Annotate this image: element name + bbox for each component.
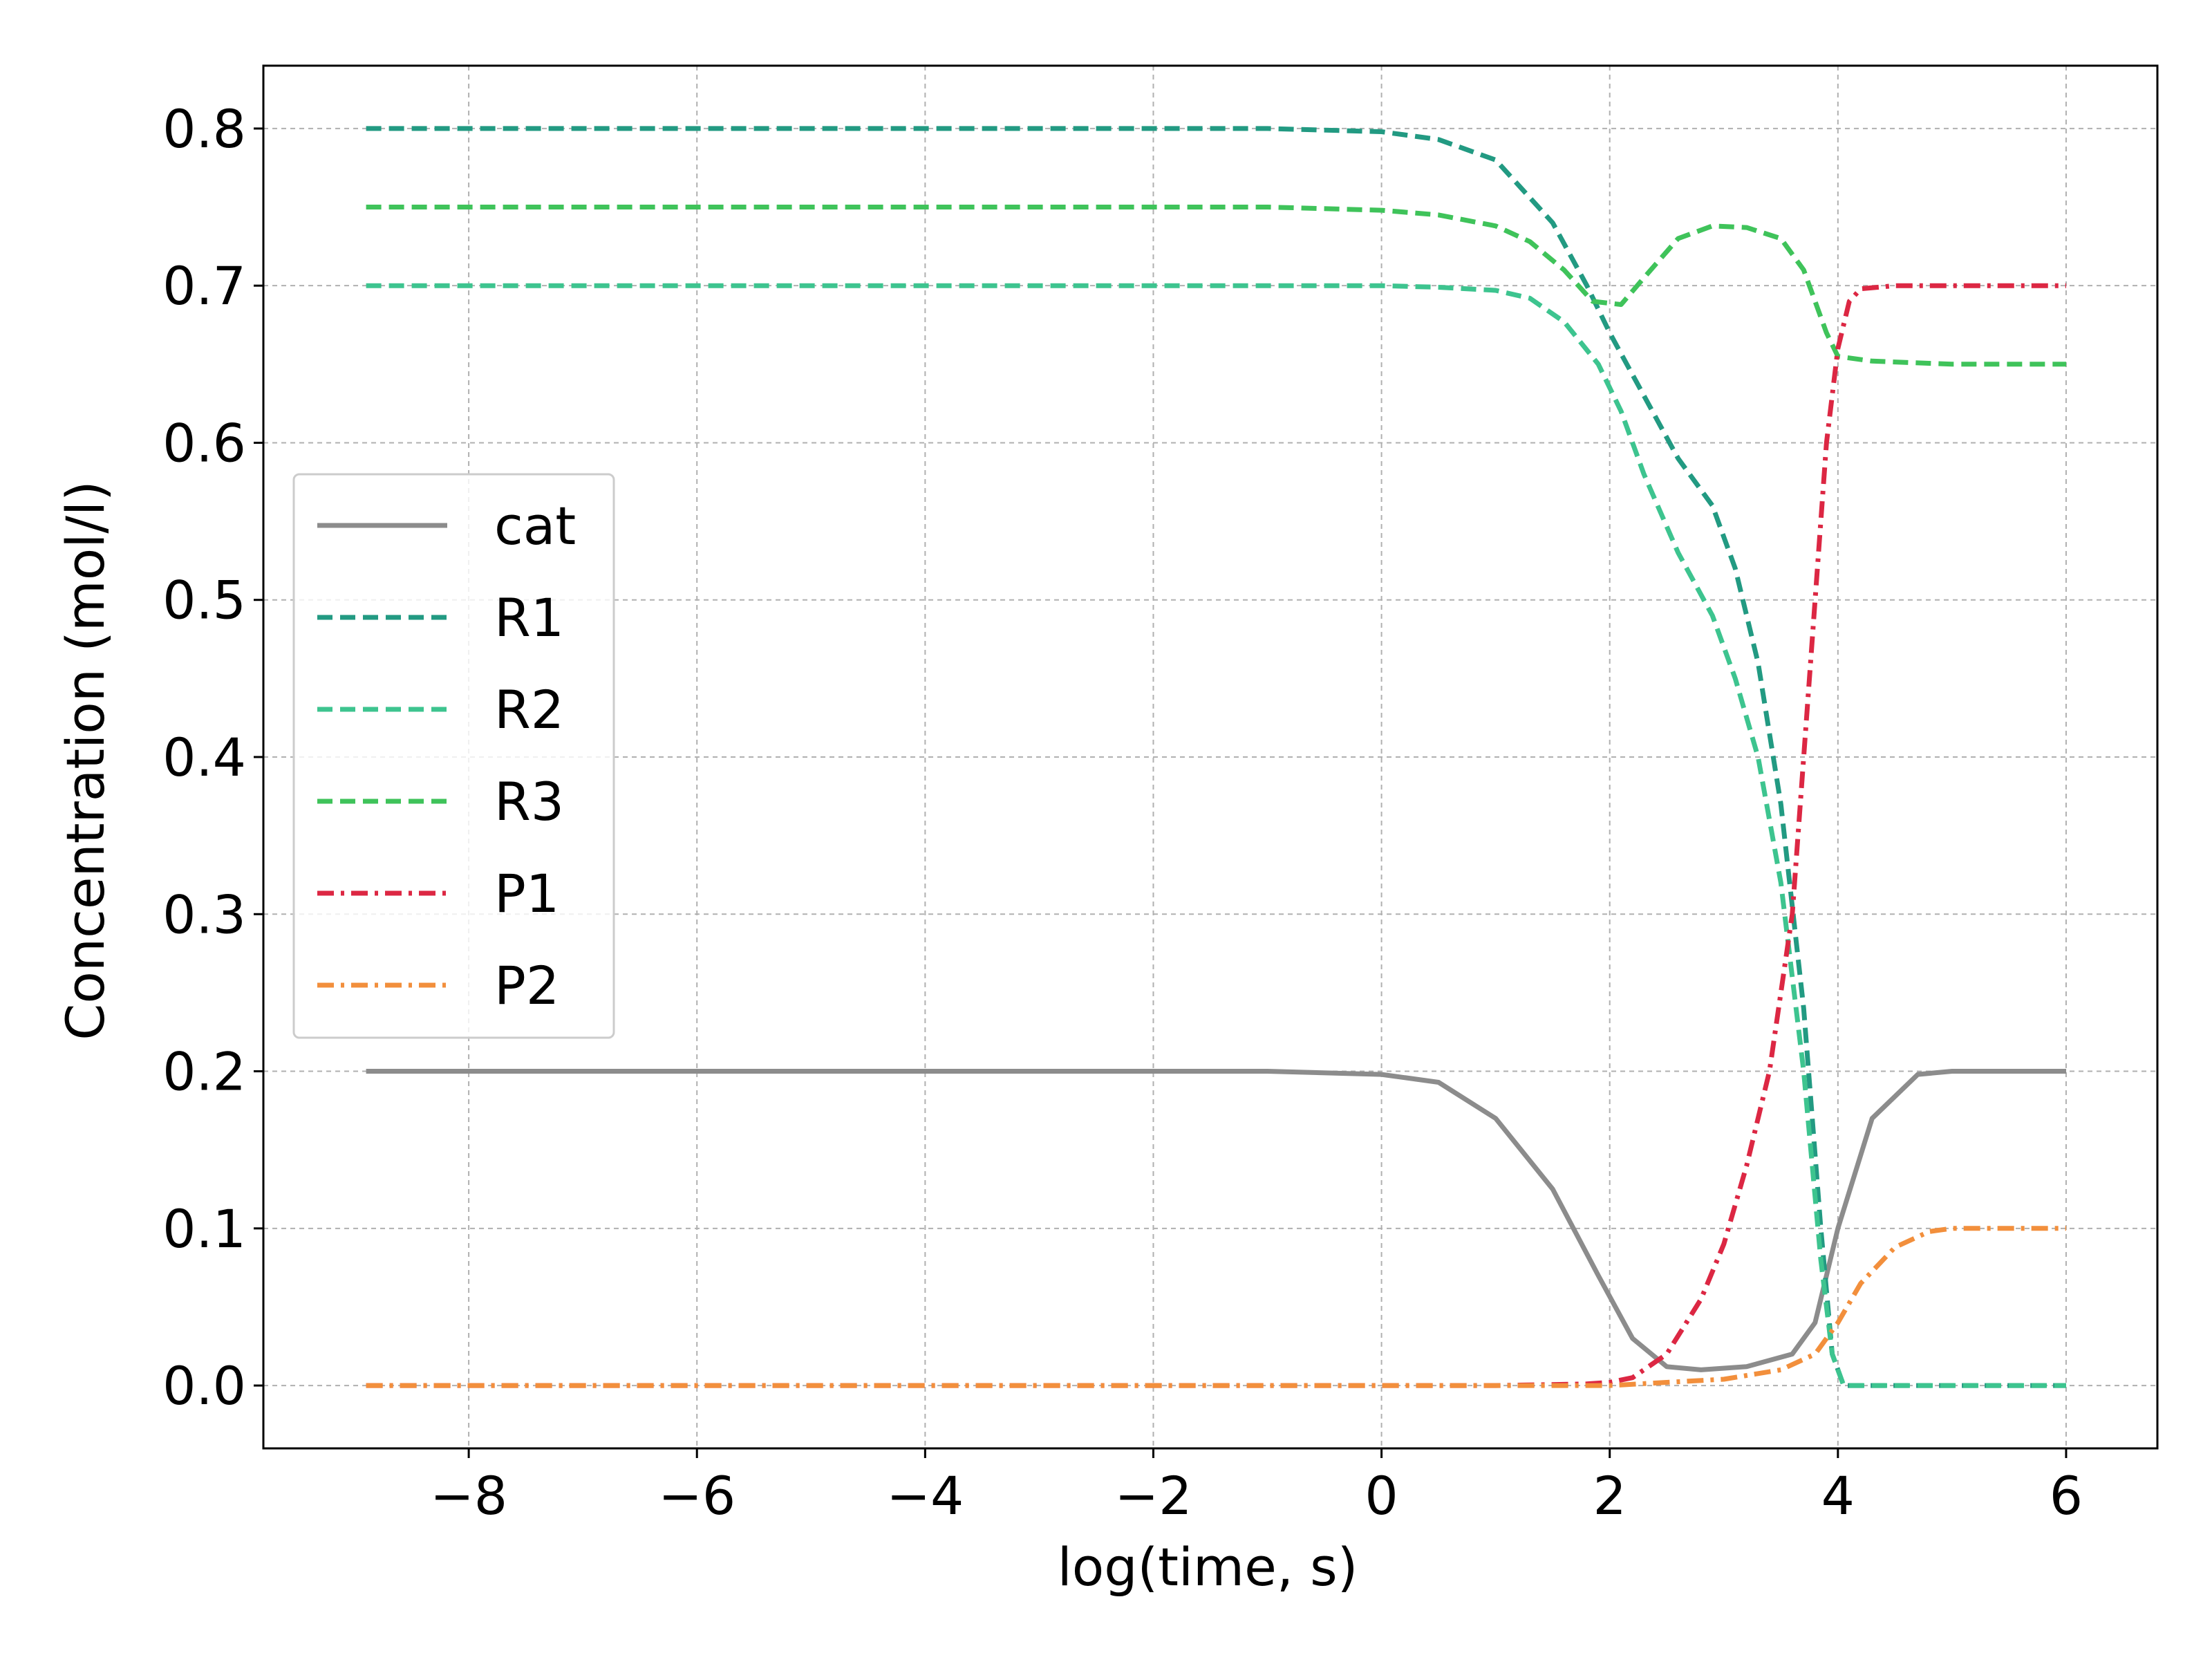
legend-label: P1 <box>494 863 559 924</box>
y-tick-label: 0.6 <box>162 412 246 474</box>
x-tick-label: 0 <box>1365 1465 1398 1526</box>
x-tick-label: −6 <box>658 1465 735 1526</box>
y-tick-label: 0.5 <box>162 570 246 631</box>
y-tick-label: 0.1 <box>162 1198 246 1260</box>
series-line-r2 <box>366 283 2066 1388</box>
legend-box <box>292 473 615 1039</box>
legend-label: cat <box>494 495 576 557</box>
x-axis-label: log(time, s) <box>1058 1536 1358 1598</box>
y-axis-label: Concentration (mol/l) <box>55 480 116 1040</box>
series-line-p2 <box>366 1226 2066 1388</box>
y-tick-label: 0.0 <box>162 1355 246 1417</box>
legend-label: R3 <box>494 771 564 832</box>
x-tick-label: 2 <box>1593 1465 1627 1526</box>
series-line-r1 <box>366 126 2066 1388</box>
x-tick-label: −4 <box>886 1465 964 1526</box>
y-tick-label: 0.8 <box>162 98 246 160</box>
legend-label: R1 <box>494 587 564 648</box>
x-tick-label: 4 <box>1821 1465 1855 1526</box>
y-tick-label: 0.4 <box>162 727 246 788</box>
y-tick-label: 0.7 <box>162 255 246 317</box>
legend: cat R1 R2 R3 P1 P2 <box>292 473 615 1039</box>
series-lines <box>366 126 2066 1388</box>
series-line-cat <box>366 1069 2066 1372</box>
y-tick-label: 0.3 <box>162 884 246 945</box>
legend-label: R2 <box>494 679 564 740</box>
x-tick-label: −8 <box>430 1465 507 1526</box>
x-tick-label: 6 <box>2050 1465 2083 1526</box>
y-tick-label: 0.2 <box>162 1041 246 1103</box>
legend-label: P2 <box>494 955 559 1016</box>
axis-ticks: −8 −6 −4 −2 0 2 4 6 0.0 0.1 0.2 0.3 0.4 0.5 0.6 0.7 0.8 <box>162 98 2083 1526</box>
x-tick-label: −2 <box>1114 1465 1192 1526</box>
